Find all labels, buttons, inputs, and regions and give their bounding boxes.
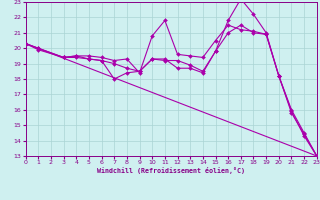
X-axis label: Windchill (Refroidissement éolien,°C): Windchill (Refroidissement éolien,°C) xyxy=(97,167,245,174)
